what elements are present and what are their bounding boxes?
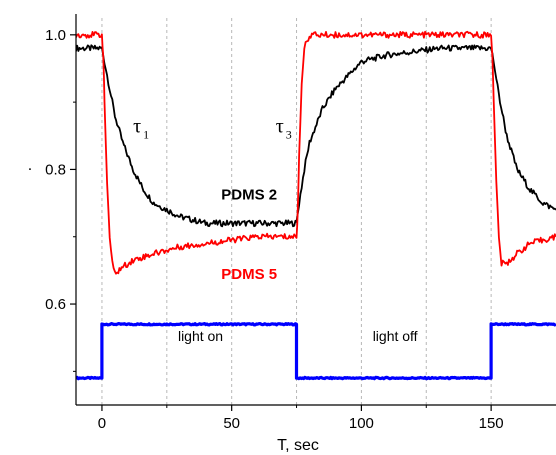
x-tick-label: 0 [98,415,106,432]
axes: T, sec. [28,14,556,454]
light-state-label: light off [373,328,418,344]
light-signal-line [76,322,556,381]
series-label-0: PDMS 2 [221,187,277,204]
x-axis-title: T, sec [277,437,319,454]
y-tick-label: 1.0 [45,27,66,44]
y-axis-title: . [28,157,32,174]
series-label-1: PDMS 5 [221,266,277,283]
y-tick-label: 0.8 [45,161,66,178]
tau-subscript: 1 [143,127,149,141]
light-state-label: light on [178,328,223,344]
x-tick-label: 150 [479,415,504,432]
series-pdms2-line [76,44,556,228]
x-tick-label: 100 [349,415,374,432]
tau-symbol: τ [133,115,141,137]
tau-symbol: τ [276,115,284,137]
series-pdms5-line [76,30,556,275]
y-tick-label: 0.6 [45,296,66,313]
series-lines [76,30,556,381]
x-tick-label: 50 [223,415,240,432]
tau-subscript: 3 [286,127,292,141]
tick-marks: 0 50 100 150 0.6 0.8 1.0 [45,27,504,432]
